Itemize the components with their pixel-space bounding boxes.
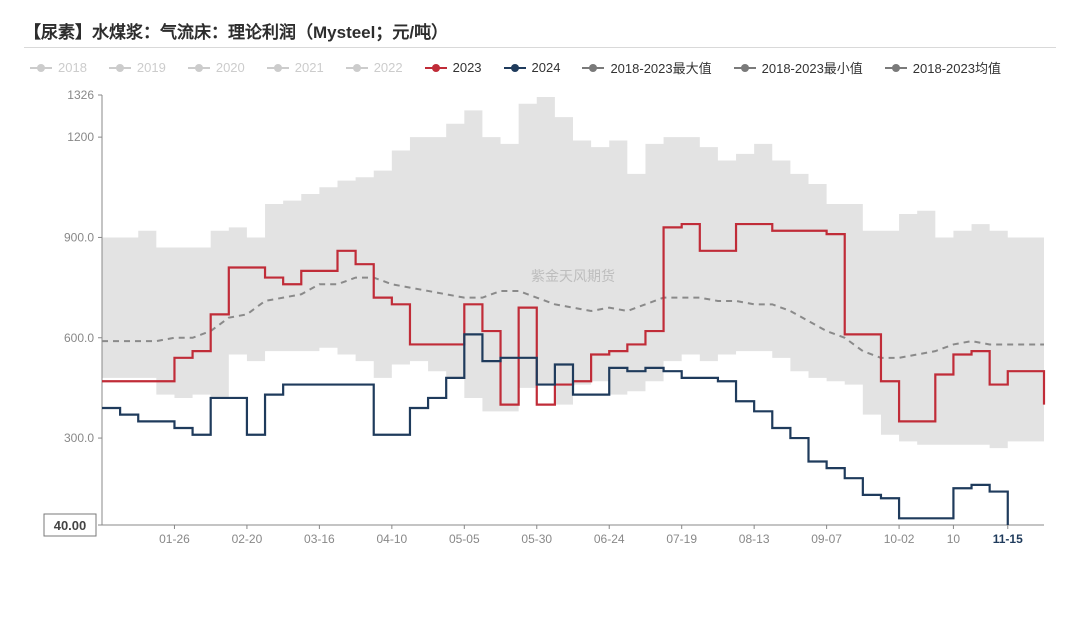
legend-label: 2018-2023最小值	[762, 58, 863, 77]
current-value: 40.00	[54, 518, 87, 533]
ytick-label: 900.0	[64, 230, 94, 244]
xtick-label: 10-02	[884, 532, 915, 546]
legend-label: 2018	[58, 60, 87, 75]
xtick-label: 03-16	[304, 532, 335, 546]
ytick-label: 1200	[67, 130, 94, 144]
legend-label: 2018-2023均值	[913, 58, 1001, 77]
legend-item-2023[interactable]: 2023	[425, 58, 482, 77]
xtick-label: 10	[947, 532, 961, 546]
legend-label: 2020	[216, 60, 245, 75]
legend-swatch	[885, 62, 907, 74]
legend-label: 2021	[295, 60, 324, 75]
ytick-label: 300.0	[64, 431, 94, 445]
xtick-label: 07-19	[666, 532, 697, 546]
chart-area: 紫金天风期货 40.00 300.0 600.0 900.0 1200 1326 01-26 0…	[24, 85, 1056, 565]
legend-item-2021[interactable]: 2021	[267, 58, 324, 77]
legend-item-2018-2023最小值[interactable]: 2018-2023最小值	[734, 58, 863, 77]
chart-svg: 紫金天风期货 40.00 300.0 600.0 900.0 1200 1326 01-26 0…	[24, 85, 1056, 565]
legend-item-2018[interactable]: 2018	[30, 58, 87, 77]
legend-item-2018-2023均值[interactable]: 2018-2023均值	[885, 58, 1001, 77]
legend-swatch	[109, 62, 131, 74]
xtick-label: 05-05	[449, 532, 480, 546]
legend-swatch	[582, 62, 604, 74]
legend-swatch	[346, 62, 368, 74]
chart-title: 【尿素】水煤浆：气流床：理论利润（Mysteel；元/吨）	[24, 18, 1056, 43]
legend-swatch	[734, 62, 756, 74]
legend-swatch	[504, 62, 526, 74]
xtick-label: 06-24	[594, 532, 625, 546]
legend-label: 2019	[137, 60, 166, 75]
legend-item-2020[interactable]: 2020	[188, 58, 245, 77]
xtick-label: 02-20	[232, 532, 263, 546]
legend-item-2018-2023最大值[interactable]: 2018-2023最大值	[582, 58, 711, 77]
legend-swatch	[267, 62, 289, 74]
legend-swatch	[30, 62, 52, 74]
legend-label: 2023	[453, 60, 482, 75]
xtick-label: 09-07	[811, 532, 842, 546]
ytick-label: 1326	[67, 88, 94, 102]
xtick-label: 08-13	[739, 532, 770, 546]
legend-item-2019[interactable]: 2019	[109, 58, 166, 77]
xtick-label: 01-26	[159, 532, 190, 546]
watermark: 紫金天风期货	[531, 268, 615, 284]
xtick-label: 11-15	[993, 532, 1023, 546]
xtick-label: 05-30	[521, 532, 552, 546]
legend-item-2024[interactable]: 2024	[504, 58, 561, 77]
title-underline	[24, 47, 1056, 48]
ytick-label: 600.0	[64, 331, 94, 345]
legend-swatch	[188, 62, 210, 74]
legend-item-2022[interactable]: 2022	[346, 58, 403, 77]
legend-label: 2024	[532, 60, 561, 75]
legend: 2018 2019 2020 2021 2022 2023 2024 2018-2023最大值…	[24, 58, 1056, 77]
legend-swatch	[425, 62, 447, 74]
legend-label: 2018-2023最大值	[610, 58, 711, 77]
xtick-label: 04-10	[376, 532, 407, 546]
legend-label: 2022	[374, 60, 403, 75]
